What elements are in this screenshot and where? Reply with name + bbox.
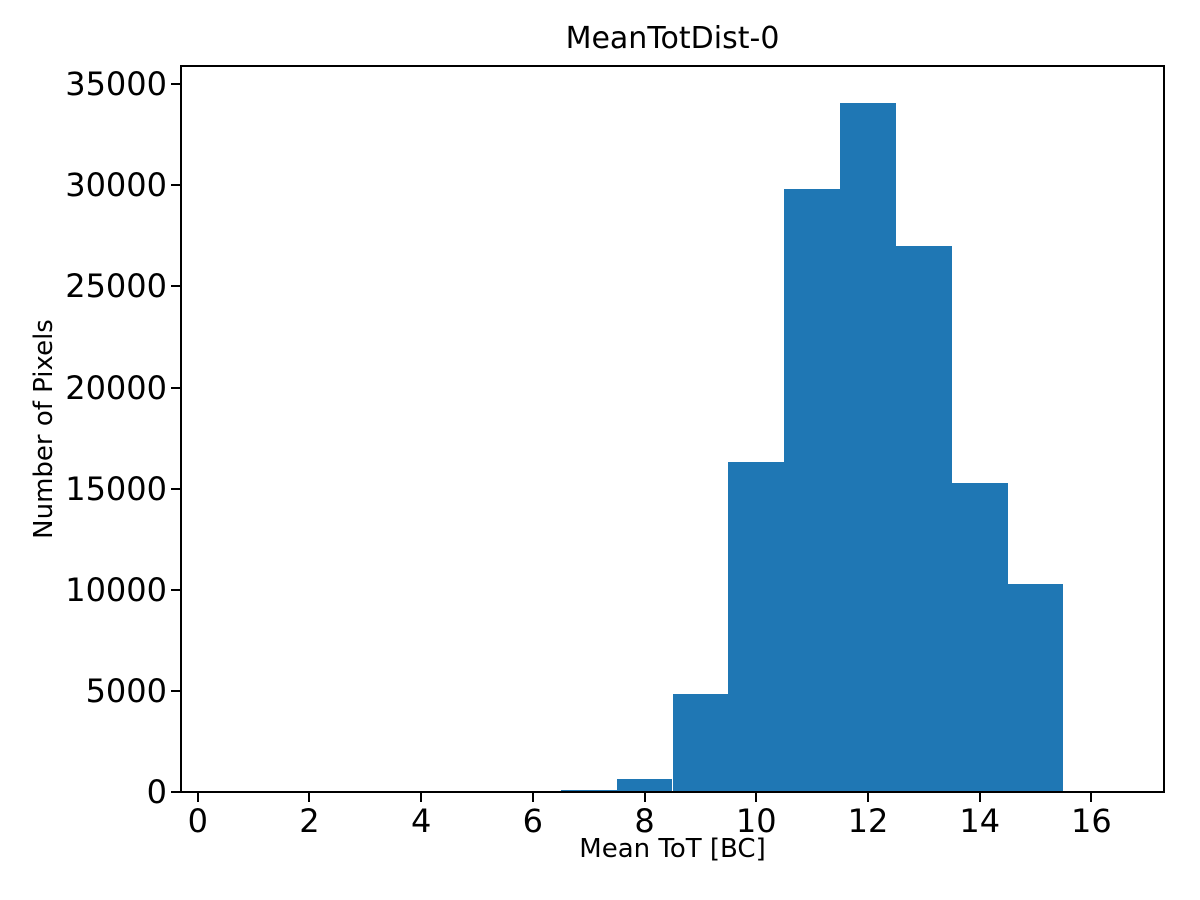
histogram-bar xyxy=(616,778,673,792)
chart-title: MeanTotDist-0 xyxy=(565,21,780,56)
y-tick-mark xyxy=(171,386,180,389)
y-tick-label: 35000 xyxy=(65,65,167,104)
x-tick-label: 0 xyxy=(187,802,208,840)
x-tick-label: 6 xyxy=(522,802,544,840)
x-tick-label: 12 xyxy=(847,802,889,840)
y-tick-label: 25000 xyxy=(65,267,167,306)
x-tick-mark xyxy=(978,793,981,802)
y-tick-label: 30000 xyxy=(65,166,167,205)
histogram-bar xyxy=(728,462,785,792)
right-spine xyxy=(1163,65,1165,793)
x-tick-label: 16 xyxy=(1071,802,1112,840)
y-tick-mark xyxy=(171,588,180,591)
y-tick-mark xyxy=(171,487,180,490)
x-axis-label: Mean ToT [BC] xyxy=(579,834,766,864)
y-axis-spine xyxy=(180,65,182,793)
x-tick-label: 4 xyxy=(410,802,432,840)
y-tick-mark xyxy=(171,83,180,86)
histogram-bar xyxy=(951,482,1008,792)
top-spine xyxy=(181,65,1164,67)
x-tick-mark xyxy=(420,793,423,802)
x-tick-mark xyxy=(643,793,646,802)
y-tick-mark xyxy=(171,791,180,793)
y-tick-mark xyxy=(171,689,180,692)
x-tick-label: 10 xyxy=(735,802,777,840)
x-tick-label: 2 xyxy=(299,802,320,840)
x-tick-mark xyxy=(755,793,758,802)
x-tick-mark xyxy=(196,793,199,802)
x-tick-label: 8 xyxy=(634,802,655,840)
x-tick-mark xyxy=(1090,793,1093,802)
histogram-bar xyxy=(895,245,952,792)
x-axis-spine xyxy=(181,791,1164,793)
y-tick-label: 0 xyxy=(146,773,167,811)
histogram-bar xyxy=(784,189,841,792)
histogram-bar xyxy=(672,693,729,792)
histogram-bar xyxy=(1007,583,1064,792)
x-tick-label: 14 xyxy=(959,802,1001,840)
x-tick-mark xyxy=(866,793,869,802)
y-tick-mark xyxy=(171,285,180,288)
y-tick-mark xyxy=(171,184,180,187)
y-tick-label: 20000 xyxy=(65,368,167,407)
histogram-bar xyxy=(840,103,896,792)
y-axis-label: Number of Pixels xyxy=(29,319,59,539)
y-tick-label: 5000 xyxy=(85,671,167,710)
x-tick-mark xyxy=(531,793,534,802)
y-tick-label: 15000 xyxy=(65,469,167,508)
y-tick-label: 10000 xyxy=(65,570,167,609)
x-tick-mark xyxy=(308,793,311,802)
plot-area: 0 2 4 6 8 10 12 14 16 0 5000 10000 15000 20000 25000 30… xyxy=(65,65,1165,838)
